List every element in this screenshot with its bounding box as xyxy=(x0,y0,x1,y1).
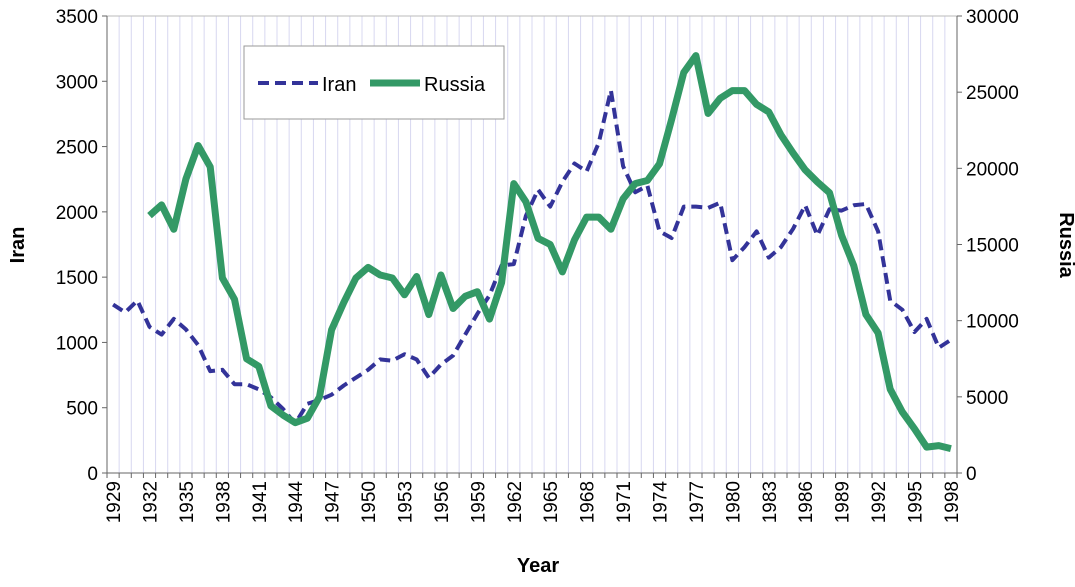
x-tick-label: 1977 xyxy=(687,481,708,523)
right-tick-label: 10000 xyxy=(966,312,1019,333)
x-tick-label: 1965 xyxy=(541,481,562,523)
x-tick-label: 1974 xyxy=(651,481,672,524)
x-tick-label: 1995 xyxy=(906,481,927,523)
x-tick-label: 1971 xyxy=(614,481,635,523)
x-tick-label: 1953 xyxy=(396,481,417,523)
left-tick-label: 0 xyxy=(87,464,98,485)
x-tick-label: 1929 xyxy=(104,481,125,523)
legend-iran-label: Iran xyxy=(322,74,356,96)
right-tick-label: 15000 xyxy=(966,236,1019,257)
x-tick-label: 1944 xyxy=(286,481,307,524)
x-tick-label: 1980 xyxy=(723,481,744,523)
right-tick-label: 25000 xyxy=(966,83,1019,104)
left-tick-label: 2500 xyxy=(56,138,98,159)
right-tick-label: 5000 xyxy=(966,388,1008,409)
legend-russia-label: Russia xyxy=(424,74,486,96)
right-tick-label: 30000 xyxy=(966,7,1019,28)
x-tick-label: 1989 xyxy=(833,481,854,523)
x-tick-label: 1959 xyxy=(468,481,489,523)
left-tick-label: 2000 xyxy=(56,203,98,224)
left-axis-title: Iran xyxy=(7,227,29,264)
left-tick-label: 500 xyxy=(66,399,98,420)
left-tick-label: 3000 xyxy=(56,72,98,93)
x-axis-title: Year xyxy=(517,555,559,577)
left-tick-label: 3500 xyxy=(56,7,98,28)
x-tick-label: 1932 xyxy=(141,481,162,523)
x-tick-label: 1938 xyxy=(213,481,234,523)
x-tick-label: 1992 xyxy=(869,481,890,523)
legend: Iran Russia xyxy=(244,46,504,119)
x-tick-label: 1986 xyxy=(796,481,817,523)
x-tick-label: 1968 xyxy=(578,481,599,523)
x-tick-label: 1998 xyxy=(942,481,963,523)
left-tick-label: 1000 xyxy=(56,333,98,354)
x-tick-label: 1941 xyxy=(250,481,271,523)
x-tick-label: 1983 xyxy=(760,481,781,523)
left-tick-label: 1500 xyxy=(56,268,98,289)
right-tick-label: 0 xyxy=(966,464,977,485)
x-tick-label: 1935 xyxy=(177,481,198,523)
x-tick-label: 1950 xyxy=(359,481,380,523)
axes: 0 500 1000 1500 2000 2500 3000 3500 0 5000 10000 15… xyxy=(56,7,1019,523)
grid xyxy=(119,16,945,473)
x-tick-label: 1947 xyxy=(323,481,344,523)
x-tick-label: 1956 xyxy=(432,481,453,523)
right-tick-label: 20000 xyxy=(966,159,1019,180)
x-tick-label: 1962 xyxy=(505,481,526,523)
right-axis-title: Russia xyxy=(1055,212,1075,278)
